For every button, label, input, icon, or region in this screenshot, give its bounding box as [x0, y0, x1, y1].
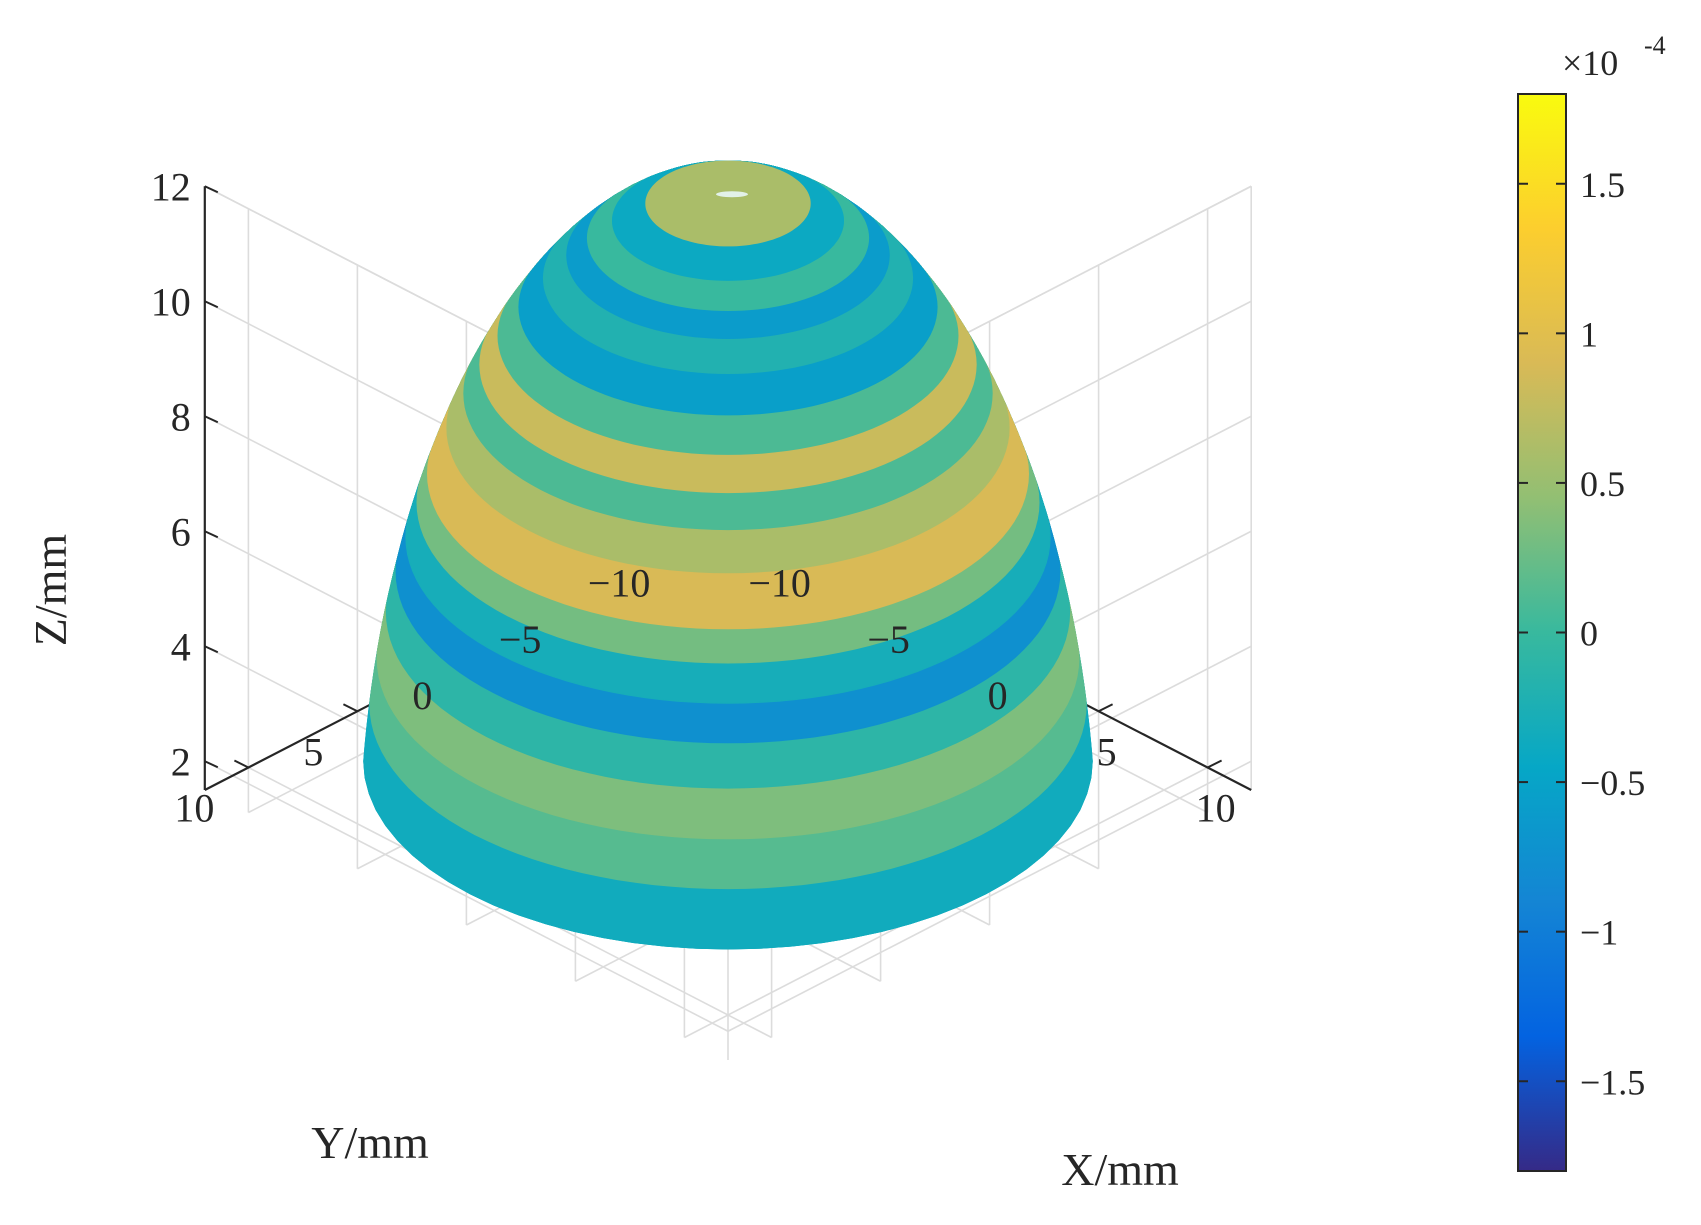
x-tick-label: 10 [1196, 786, 1236, 831]
z-tick-label: 6 [171, 509, 191, 554]
grid-line [204, 760, 729, 1032]
y-tick [233, 759, 249, 769]
colorbar-tick-label: 0 [1580, 614, 1598, 654]
x-tick-label: 0 [988, 673, 1008, 718]
colorbar-tick-label: 0.5 [1580, 464, 1625, 504]
colorbar-tick-label: 1.5 [1580, 165, 1625, 205]
z-tick [204, 530, 219, 539]
z-axis-label: Z/mm [25, 534, 76, 647]
colorbar-tick-label: −1 [1580, 913, 1618, 953]
y-tick [342, 703, 358, 713]
z-tick [204, 300, 219, 309]
y-axis-label: Y/mm [311, 1117, 429, 1168]
colorbar-tick-label: 1 [1580, 314, 1598, 354]
grid-line [727, 760, 1252, 1032]
z-tick-label: 2 [171, 739, 191, 784]
y-tick-label: 0 [412, 673, 432, 718]
z-tick [204, 415, 219, 424]
x-tick-label: 5 [1097, 729, 1117, 774]
x-tick-label: −10 [748, 561, 811, 606]
dome-body [363, 160, 1093, 950]
x-axis-label: X/mm [1061, 1144, 1179, 1195]
dome-surface [363, 160, 1093, 950]
colorbar-multiplier: ×10 [1562, 43, 1618, 83]
colorbar: −1.5 −1 −0.5 0 0.5 1 1.5 ×10 -4 [1517, 31, 1666, 1172]
y-tick-label: 5 [303, 729, 323, 774]
y-tick-label: 10 [174, 786, 214, 831]
z-tick-label: 4 [171, 624, 191, 669]
colorbar-exponent: -4 [1644, 31, 1666, 60]
colorbar-tick-label: −1.5 [1580, 1062, 1645, 1102]
z-tick [204, 760, 219, 769]
color-band [645, 160, 811, 247]
x-tick [1098, 703, 1114, 713]
x-tick [1207, 759, 1223, 769]
z-tick [204, 645, 219, 654]
colorbar-tick-label: −0.5 [1580, 763, 1645, 803]
y-tick-label: −5 [499, 617, 542, 662]
z-tick-label: 8 [171, 394, 191, 439]
y-tick-label: −10 [588, 561, 651, 606]
z-tick-label: 12 [151, 164, 191, 209]
z-tick-label: 10 [151, 279, 191, 324]
x-tick-label: −5 [867, 617, 910, 662]
z-tick [204, 185, 219, 194]
pole-highlight [716, 191, 748, 198]
